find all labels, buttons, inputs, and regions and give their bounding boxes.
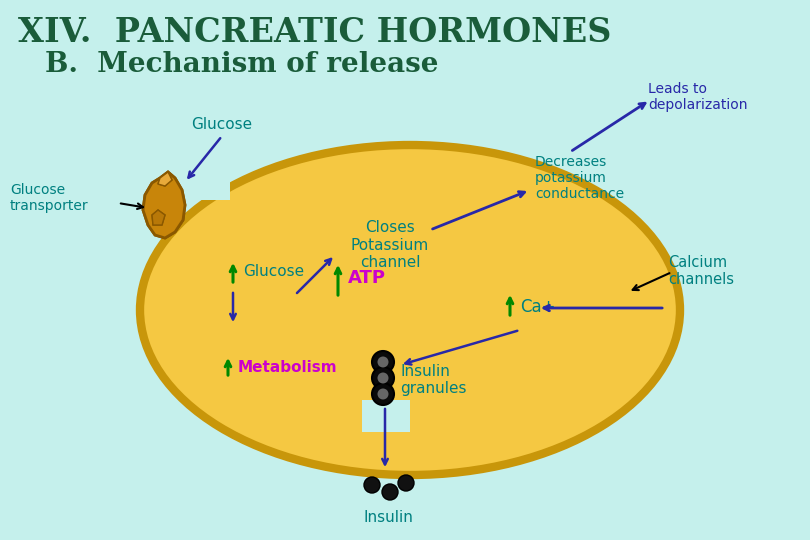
Polygon shape [158,172,172,186]
Polygon shape [152,210,165,225]
Text: Insulin
granules: Insulin granules [400,364,467,396]
Text: Closes
Potassium
channel: Closes Potassium channel [351,220,429,270]
Circle shape [377,373,389,383]
Text: B.  Mechanism of release: B. Mechanism of release [45,51,438,78]
Circle shape [382,484,398,500]
Circle shape [364,477,380,493]
Circle shape [398,475,414,491]
Polygon shape [143,172,185,238]
Polygon shape [143,172,185,238]
Text: Metabolism: Metabolism [238,360,338,375]
Polygon shape [148,168,230,200]
Polygon shape [152,210,165,225]
Text: Glucose: Glucose [243,265,304,280]
Text: Glucose: Glucose [191,117,253,132]
Text: Calcium
channels: Calcium channels [668,255,734,287]
Circle shape [372,367,394,389]
Circle shape [372,351,394,373]
Circle shape [372,383,394,405]
Circle shape [377,388,389,400]
Text: Decreases
potassium
conductance: Decreases potassium conductance [535,155,625,201]
Bar [362,400,410,432]
Text: ATP: ATP [348,269,386,287]
Text: Insulin: Insulin [363,510,413,525]
Circle shape [377,356,389,368]
Ellipse shape [140,145,680,475]
Text: XIV.  PANCREATIC HORMONES: XIV. PANCREATIC HORMONES [18,16,612,49]
Text: Leads to
depolarization: Leads to depolarization [648,82,748,112]
Text: Ca+: Ca+ [520,298,556,316]
Polygon shape [158,172,172,186]
Text: Glucose
transporter: Glucose transporter [10,183,88,213]
